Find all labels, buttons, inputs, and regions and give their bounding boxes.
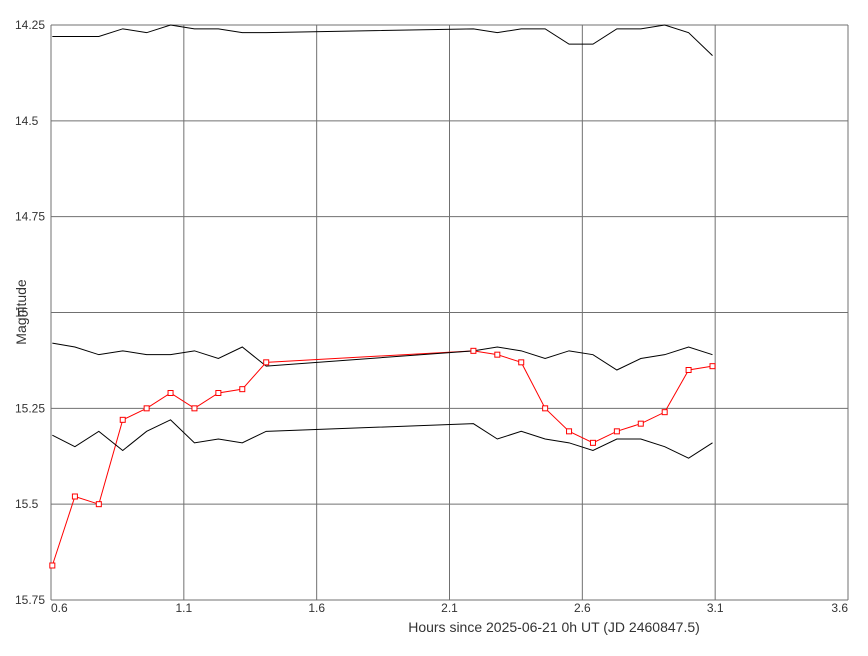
data-point-marker — [95, 501, 102, 508]
data-point-marker — [71, 493, 78, 500]
data-point-marker — [494, 351, 501, 358]
data-point-marker — [49, 562, 56, 569]
y-tick-label: 14.25 — [15, 18, 45, 32]
data-point-marker — [566, 428, 573, 435]
y-tick-label: 15.25 — [15, 401, 45, 415]
x-tick-label: 2.6 — [574, 601, 591, 615]
data-point-marker — [518, 359, 525, 366]
y-tick-labels: 14.25 14.5 14.75 15 15.25 15.5 15.75 — [15, 18, 45, 607]
data-point-marker — [661, 409, 668, 416]
data-point-marker — [637, 420, 644, 427]
data-point-marker — [613, 428, 620, 435]
data-point-marker — [167, 390, 174, 396]
data-point-marker — [263, 359, 270, 366]
x-tick-label: 1.6 — [308, 601, 325, 615]
series-line-comparison-lower — [52, 419, 713, 459]
x-tick-label: 0.6 — [51, 601, 68, 615]
x-tick-label: 3.1 — [707, 601, 724, 615]
data-point-marker — [709, 363, 716, 370]
data-point-marker — [685, 367, 692, 373]
data-point-marker — [239, 386, 246, 393]
x-tick-label: 3.6 — [831, 601, 848, 615]
y-tick-label: 15.75 — [15, 593, 45, 607]
data-point-marker — [542, 405, 549, 412]
x-axis-label: Hours since 2025-06-21 0h UT (JD 2460847… — [408, 619, 700, 635]
series-line-comparison — [52, 24, 713, 57]
x-tick-label: 2.1 — [441, 601, 458, 615]
data-point-marker — [143, 405, 150, 412]
grid — [50, 24, 849, 601]
y-tick-label: 14.5 — [15, 114, 39, 128]
y-tick-label: 15.5 — [15, 497, 39, 511]
y-axis-label: Magnitude — [13, 279, 29, 345]
data-point-marker — [589, 439, 596, 446]
y-tick-label: 14.75 — [15, 210, 45, 224]
data-point-marker — [191, 405, 198, 412]
data-point-marker — [215, 390, 222, 396]
data-point-marker — [119, 416, 126, 423]
x-tick-label: 1.1 — [175, 601, 192, 615]
x-tick-labels: 0.6 1.1 1.6 2.1 2.6 3.1 3.6 — [51, 601, 848, 615]
y-tick-label: 15 — [15, 306, 29, 320]
marker-layer — [49, 347, 716, 569]
data-point-marker — [470, 347, 477, 354]
